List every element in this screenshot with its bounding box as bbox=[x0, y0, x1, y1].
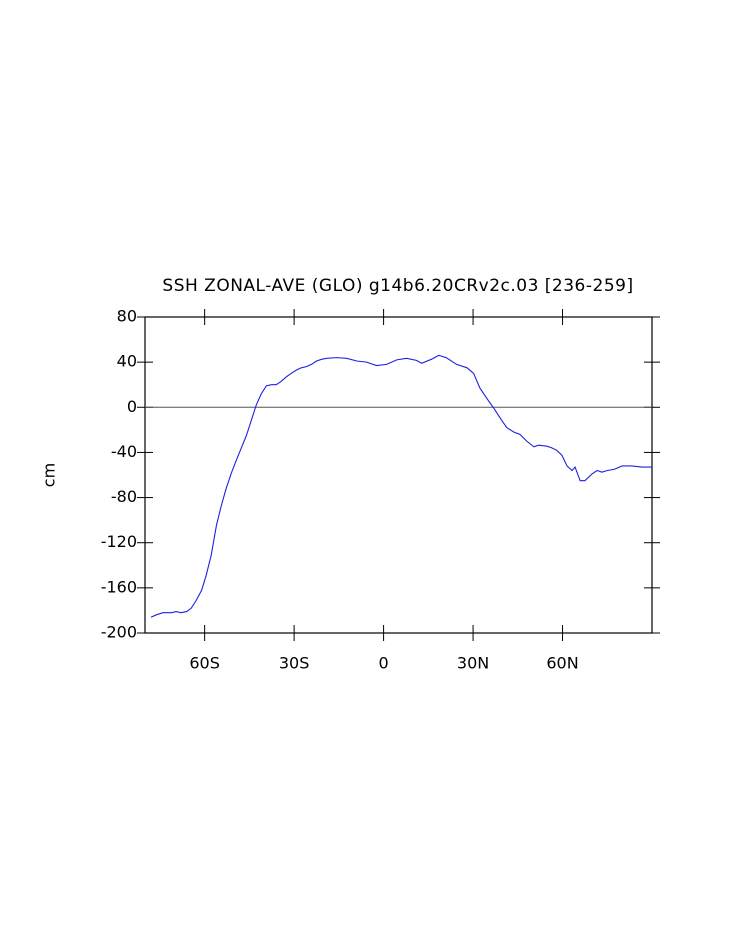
x-tick-label: 30N bbox=[457, 654, 489, 673]
x-tick-label: 30S bbox=[279, 654, 310, 673]
y-tick-label: -40 bbox=[111, 442, 137, 461]
y-tick-label: 80 bbox=[117, 307, 137, 326]
y-tick-label: -120 bbox=[101, 532, 137, 551]
y-tick-label: 0 bbox=[127, 397, 137, 416]
y-tick-label: 40 bbox=[117, 352, 137, 371]
y-tick-label: -200 bbox=[101, 623, 137, 642]
data-line bbox=[150, 354, 652, 618]
x-tick-label: 60N bbox=[546, 654, 578, 673]
y-tick-label: -80 bbox=[111, 487, 137, 506]
chart-title: SSH ZONAL-AVE (GLO) g14b6.20CRv2c.03 [23… bbox=[162, 276, 633, 296]
y-tick-label: -160 bbox=[101, 577, 137, 596]
x-tick-label: 60S bbox=[189, 654, 220, 673]
y-axis-label: cm bbox=[40, 463, 59, 487]
x-tick-label: 0 bbox=[378, 654, 388, 673]
plot-frame bbox=[144, 316, 653, 634]
